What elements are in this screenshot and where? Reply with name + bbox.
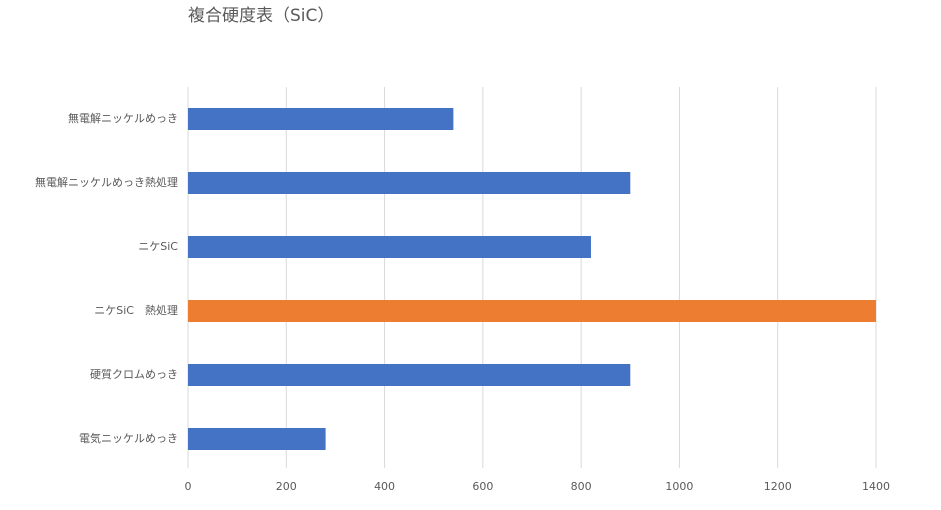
x-tick-label: 1200 [764, 480, 792, 493]
bar [188, 108, 454, 130]
chart-title: 複合硬度表（SiC） [188, 6, 334, 26]
y-tick-label: 電気ニッケルめっき [79, 431, 178, 445]
y-tick-label: ニケSiC [138, 240, 178, 253]
bar [188, 236, 591, 258]
x-tick-label: 0 [185, 480, 192, 493]
x-tick-label: 200 [276, 480, 297, 493]
x-tick-label: 800 [571, 480, 592, 493]
bar [188, 428, 326, 450]
y-tick-label: 硬質クロムめっき [90, 367, 178, 381]
x-tick-label: 1400 [862, 480, 890, 493]
bar [188, 364, 631, 386]
x-tick-label: 600 [472, 480, 493, 493]
bar [188, 300, 876, 322]
bar [188, 172, 631, 194]
x-tick-label: 400 [374, 480, 395, 493]
y-tick-label: ニケSiC 熱処理 [94, 304, 178, 317]
x-tick-label: 1000 [665, 480, 693, 493]
y-tick-label: 無電解ニッケルめっき熱処理 [35, 175, 178, 189]
y-tick-label: 無電解ニッケルめっき [68, 111, 178, 125]
